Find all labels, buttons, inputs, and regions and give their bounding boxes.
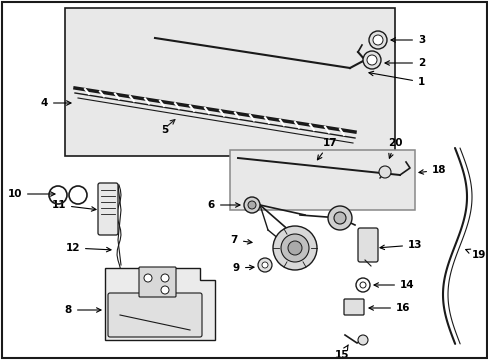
Text: 16: 16 [368, 303, 409, 313]
Text: 1: 1 [368, 71, 425, 87]
Circle shape [258, 258, 271, 272]
Text: 4: 4 [41, 98, 71, 108]
Text: 17: 17 [317, 138, 337, 160]
Text: 2: 2 [384, 58, 425, 68]
Polygon shape [105, 268, 215, 340]
Circle shape [244, 197, 260, 213]
Circle shape [366, 55, 376, 65]
Circle shape [281, 234, 308, 262]
Circle shape [161, 286, 169, 294]
FancyBboxPatch shape [357, 228, 377, 262]
FancyBboxPatch shape [139, 267, 176, 297]
Circle shape [287, 241, 302, 255]
Circle shape [372, 35, 382, 45]
Text: 8: 8 [64, 305, 101, 315]
Text: 5: 5 [161, 125, 168, 135]
FancyBboxPatch shape [65, 8, 394, 156]
Circle shape [333, 212, 346, 224]
Circle shape [272, 226, 316, 270]
Circle shape [143, 274, 152, 282]
Circle shape [357, 335, 367, 345]
FancyBboxPatch shape [229, 150, 414, 210]
Circle shape [362, 51, 380, 69]
Text: 3: 3 [390, 35, 425, 45]
FancyBboxPatch shape [108, 293, 202, 337]
Circle shape [378, 166, 390, 178]
Text: 7: 7 [230, 235, 251, 245]
FancyBboxPatch shape [343, 299, 363, 315]
Text: 10: 10 [7, 189, 55, 199]
Text: 12: 12 [65, 243, 111, 253]
Circle shape [359, 282, 365, 288]
Circle shape [368, 31, 386, 49]
Text: 11: 11 [51, 200, 96, 211]
Text: 20: 20 [387, 138, 402, 158]
Text: 14: 14 [373, 280, 414, 290]
Circle shape [247, 201, 256, 209]
Circle shape [161, 274, 169, 282]
Text: 19: 19 [465, 249, 486, 260]
Text: 13: 13 [379, 240, 422, 250]
Text: 9: 9 [232, 263, 253, 273]
Circle shape [262, 262, 267, 268]
Circle shape [327, 206, 351, 230]
Text: 15: 15 [334, 345, 348, 360]
Text: 6: 6 [207, 200, 240, 210]
FancyBboxPatch shape [98, 183, 118, 235]
Text: 18: 18 [418, 165, 446, 175]
